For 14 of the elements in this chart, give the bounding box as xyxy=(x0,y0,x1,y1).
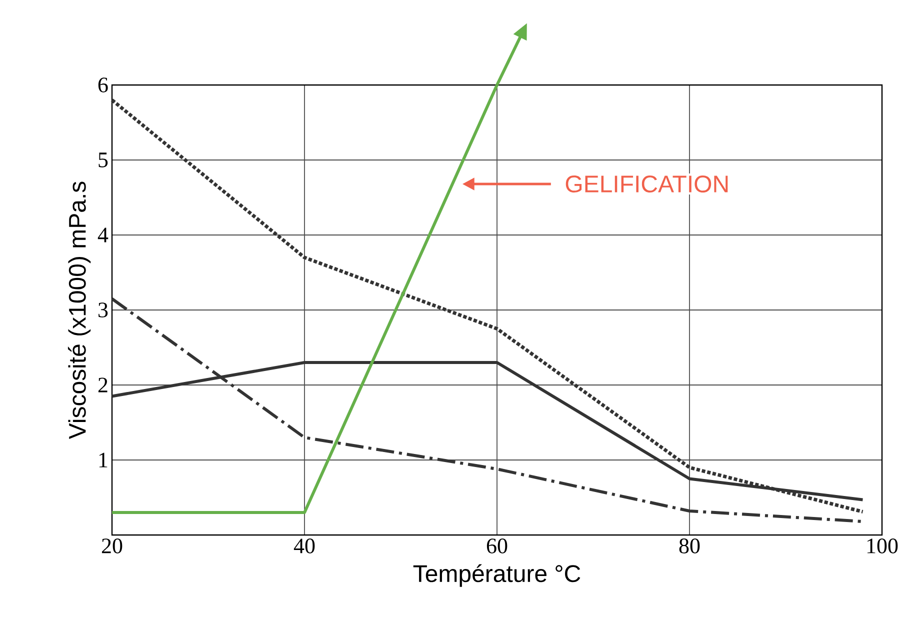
y-tick-label: 1 xyxy=(99,452,108,468)
y-tick-label: 3 xyxy=(98,302,108,318)
x-tick-label: 40 xyxy=(294,538,315,554)
x-axis-title: Température °C xyxy=(413,564,580,587)
annotation: GELIFICATION xyxy=(566,176,728,192)
y-tick-label: 6 xyxy=(98,78,108,92)
x-tick-label: 100 xyxy=(867,538,898,554)
y-tick-label: 4 xyxy=(98,228,108,242)
y-tick-label: 5 xyxy=(98,152,108,168)
y-axis-title: Viscosité (x1000) mPa.s xyxy=(68,182,91,440)
x-tick-label: 80 xyxy=(679,538,700,554)
x-tick-label: 60 xyxy=(486,538,508,554)
y-tick-label: 2 xyxy=(98,378,108,392)
x-tick-label: 20 xyxy=(102,538,122,554)
